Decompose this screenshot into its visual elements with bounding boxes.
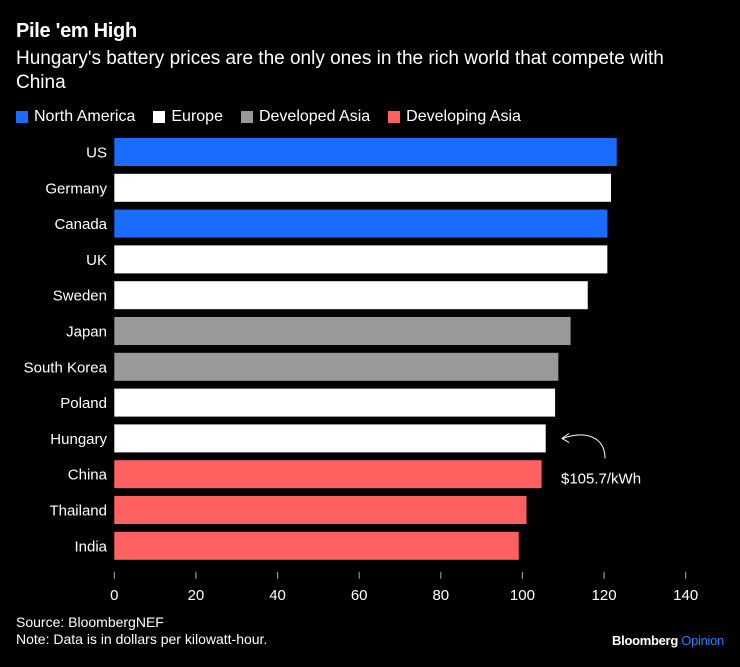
category-label: Thailand (49, 503, 107, 520)
legend-swatch (240, 111, 253, 123)
category-label: India (74, 538, 107, 555)
bar-china (114, 460, 542, 489)
x-tick-label: 140 (673, 587, 698, 604)
source-text: Source: BloombergNEF (16, 614, 164, 630)
legend-swatch (153, 111, 166, 123)
bar-hungary (114, 424, 546, 453)
legend-label: Developing Asia (406, 108, 521, 125)
category-label: Sweden (53, 288, 107, 305)
bar-sweden (114, 281, 588, 310)
category-label: Japan (66, 324, 107, 341)
annotation-arrowhead-icon (561, 432, 570, 443)
category-label: South Korea (24, 359, 108, 376)
note-text: Note: Data is in dollars per kilowatt-ho… (16, 631, 268, 647)
bloomberg-opinion-logo: Bloomberg Opinion (612, 633, 724, 648)
bar-uk (114, 245, 608, 274)
legend: North America Europe Developed Asia Deve… (16, 108, 521, 126)
annotation-label: $105.7/kWh (561, 470, 641, 487)
legend-swatch (388, 111, 401, 123)
legend-label: North America (34, 108, 136, 125)
brand-name: Bloomberg (612, 633, 678, 648)
bar-japan (114, 317, 571, 345)
category-label: UK (86, 252, 107, 269)
chart-title: Pile 'em High (16, 20, 137, 42)
x-tick-label: 120 (592, 587, 617, 604)
legend-swatch (16, 111, 28, 123)
category-label: Hungary (50, 431, 107, 448)
category-label: China (68, 467, 108, 484)
annotation-arrow (562, 434, 606, 459)
legend-item-europe: Europe (153, 108, 223, 126)
bar-canada (114, 209, 608, 238)
category-label: Poland (60, 395, 107, 412)
legend-label: Developed Asia (258, 108, 371, 125)
source-note: Source: BloombergNEF Note: Data is in do… (16, 614, 267, 648)
legend-item-developed-asia: Developed Asia (240, 108, 371, 126)
x-tick-label: 100 (510, 587, 535, 604)
legend-item-developing-asia: Developing Asia (388, 108, 521, 126)
bar-thailand (114, 496, 527, 524)
brand-accent: Opinion (681, 633, 724, 648)
x-tick-label: 40 (269, 587, 286, 604)
x-tick-label: 0 (110, 587, 118, 604)
legend-label: Europe (171, 108, 223, 125)
bar-india (114, 531, 519, 560)
bar-south-korea (114, 352, 559, 381)
x-tick-label: 20 (188, 587, 205, 604)
x-tick-label: 60 (351, 587, 368, 604)
legend-item-north-america: North America (16, 108, 135, 126)
bar-poland (114, 388, 556, 417)
category-label: Germany (45, 180, 107, 197)
x-tick-label: 80 (432, 587, 449, 604)
category-label: US (86, 145, 107, 162)
chart-subtitle: Hungary's battery prices are the only on… (16, 48, 664, 93)
bar-germany (114, 173, 612, 202)
category-label: Canada (54, 216, 107, 233)
bar-us (114, 138, 617, 166)
